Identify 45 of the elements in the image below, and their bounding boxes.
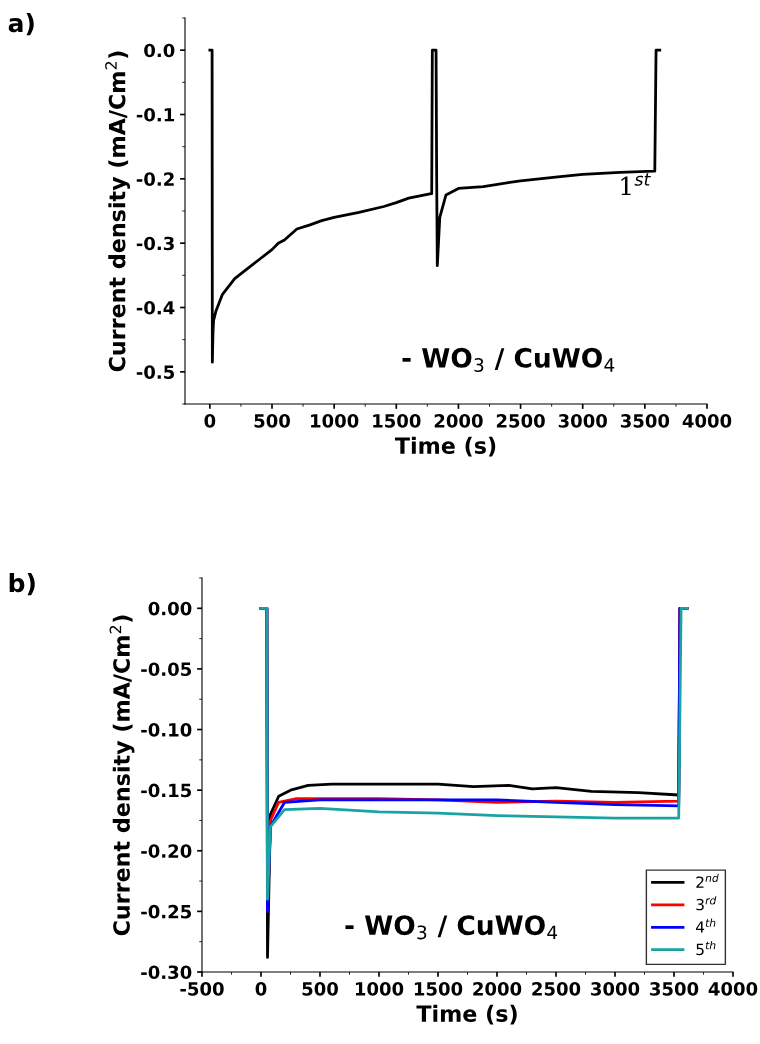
x-tick-label: 1500 bbox=[373, 414, 421, 428]
y-tick-label: -0.20 bbox=[141, 844, 192, 858]
x-tick-label: 0 bbox=[204, 414, 216, 428]
legend-label: 3$^{rd}$ bbox=[696, 896, 717, 911]
x-axis-title: Time (s) bbox=[394, 436, 496, 457]
legend-label: 4$^{th}$ bbox=[696, 918, 716, 933]
y-tick-label: -0.05 bbox=[141, 662, 192, 677]
annotation: 1$^{st}$ bbox=[621, 173, 651, 196]
x-tick-label: 3500 bbox=[620, 414, 670, 428]
x-tick-label: 4000 bbox=[708, 982, 758, 996]
x-tick-label: -500 bbox=[180, 982, 224, 996]
x-tick-label: 1000 bbox=[355, 982, 404, 996]
x-tick-label: 500 bbox=[302, 982, 338, 996]
y-axis-title: Current density (mA/Cm$^{2}$) bbox=[109, 615, 135, 936]
x-axis-title: Time (s) bbox=[416, 1004, 517, 1025]
y-tick-label: 0.00 bbox=[148, 601, 192, 616]
x-tick-label: 3500 bbox=[650, 982, 699, 996]
y-tick-label: -0.5 bbox=[136, 365, 175, 379]
annotation: - WO$_{3}$ / CuWO$_{4}$ bbox=[402, 347, 615, 373]
x-tick-label: 3000 bbox=[558, 414, 607, 428]
y-tick-label: -0.15 bbox=[141, 783, 192, 798]
y-axis-title: Current density (mA/Cm$^{2}$) bbox=[105, 51, 130, 372]
y-tick-label: -0.10 bbox=[141, 723, 192, 737]
y-tick-label: -0.30 bbox=[141, 965, 192, 980]
x-tick-label: 2000 bbox=[473, 982, 522, 996]
legend-label: 2$^{nd}$ bbox=[696, 873, 719, 888]
annotation: - WO$_{3}$ / CuWO$_{4}$ bbox=[345, 915, 558, 940]
x-tick-label: 1500 bbox=[414, 982, 463, 996]
y-tick-label: -0.3 bbox=[136, 236, 174, 251]
x-tick-label: 3000 bbox=[591, 982, 640, 996]
x-tick-label: 1000 bbox=[311, 414, 359, 428]
x-tick-label: 2000 bbox=[434, 414, 483, 428]
y-tick-label: -0.2 bbox=[136, 172, 174, 186]
x-tick-label: 0 bbox=[255, 982, 267, 996]
x-tick-label: 2500 bbox=[496, 414, 545, 428]
y-tick-label: -0.1 bbox=[136, 107, 175, 122]
x-tick-label: 2500 bbox=[532, 982, 581, 996]
y-tick-label: -0.25 bbox=[141, 904, 192, 919]
chart-title: a) bbox=[8, 13, 34, 36]
x-tick-label: 4000 bbox=[682, 414, 732, 428]
y-tick-label: 0.0 bbox=[144, 43, 175, 58]
legend-label: 5$^{th}$ bbox=[696, 941, 716, 956]
y-tick-label: -0.4 bbox=[136, 300, 175, 315]
x-tick-label: 500 bbox=[254, 414, 290, 428]
chart-title: b) bbox=[9, 573, 35, 596]
